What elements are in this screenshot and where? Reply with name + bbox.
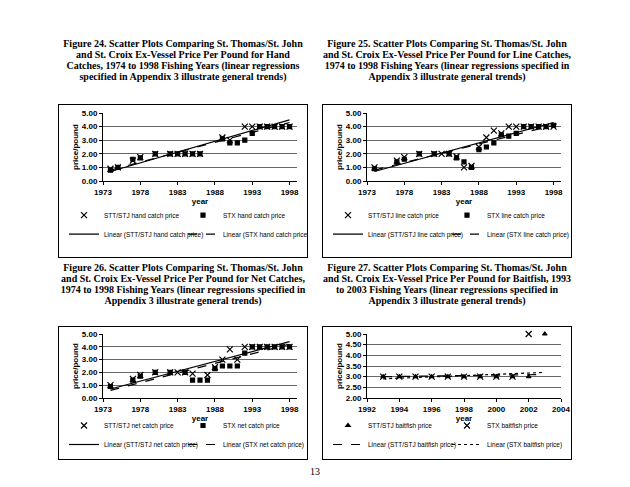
svg-text:1988: 1988 xyxy=(206,405,224,414)
svg-text:STX line catch price: STX line catch price xyxy=(487,212,545,220)
svg-text:2.00: 2.00 xyxy=(346,150,362,159)
svg-text:2000: 2000 xyxy=(487,405,505,414)
svg-text:1993: 1993 xyxy=(243,405,261,414)
svg-text:1.00: 1.00 xyxy=(346,163,362,172)
svg-text:STT/STJ line catch price: STT/STJ line catch price xyxy=(368,212,439,220)
svg-text:4.00: 4.00 xyxy=(82,343,98,352)
svg-text:5.00: 5.00 xyxy=(82,109,98,118)
svg-text:2.50: 2.50 xyxy=(346,383,362,392)
svg-text:1.00: 1.00 xyxy=(82,163,98,172)
svg-text:1973: 1973 xyxy=(358,188,376,197)
svg-text:1978: 1978 xyxy=(131,405,149,414)
svg-text:1996: 1996 xyxy=(423,405,441,414)
svg-text:STT/STJ baitfish price: STT/STJ baitfish price xyxy=(368,422,432,430)
svg-text:STX net catch price: STX net catch price xyxy=(223,422,280,430)
svg-text:STX hand catch price: STX hand catch price xyxy=(223,212,286,220)
svg-text:Linear (STX hand catch price): Linear (STX hand catch price) xyxy=(223,231,307,239)
svg-text:Linear (STT/STJ net catch pric: Linear (STT/STJ net catch price) xyxy=(104,441,198,449)
svg-text:2.00: 2.00 xyxy=(82,150,98,159)
svg-text:1994: 1994 xyxy=(390,405,408,414)
svg-text:1978: 1978 xyxy=(395,188,413,197)
svg-text:STX baitfish price: STX baitfish price xyxy=(487,422,538,430)
svg-text:year: year xyxy=(192,197,208,206)
html-text:Figure 27. Scatter Plots Compa: Figure 27. Scatter Plots Comparing St. T… xyxy=(322,262,572,306)
svg-text:1973: 1973 xyxy=(94,405,112,414)
svg-text:price/pound: price/pound xyxy=(335,343,344,389)
svg-text:Linear (STX baitfish price): Linear (STX baitfish price) xyxy=(487,441,562,449)
svg-text:2.00: 2.00 xyxy=(346,394,362,403)
svg-text:1998: 1998 xyxy=(455,405,473,414)
svg-text:1993: 1993 xyxy=(507,188,525,197)
svg-text:1988: 1988 xyxy=(206,188,224,197)
svg-text:price/pound: price/pound xyxy=(335,124,344,170)
svg-text:1998: 1998 xyxy=(281,188,299,197)
svg-text:4.00: 4.00 xyxy=(82,122,98,131)
svg-text:4.00: 4.00 xyxy=(346,122,362,131)
svg-text:1998: 1998 xyxy=(281,405,299,414)
svg-text:1992: 1992 xyxy=(358,405,376,414)
svg-text:1983: 1983 xyxy=(433,188,451,197)
svg-text:1.00: 1.00 xyxy=(82,381,98,390)
svg-text:STT/STJ hand catch price: STT/STJ hand catch price xyxy=(104,212,180,220)
svg-text:Linear (STT/STJ line catch pri: Linear (STT/STJ line catch price) xyxy=(368,231,463,239)
svg-text:2.00: 2.00 xyxy=(82,368,98,377)
html-text:Figure 24. Scatter Plots Compa: Figure 24. Scatter Plots Comparing St. T… xyxy=(63,38,303,82)
svg-text:0.00: 0.00 xyxy=(346,177,362,186)
svg-text:2002: 2002 xyxy=(520,405,538,414)
svg-text:1988: 1988 xyxy=(470,188,488,197)
svg-text:year: year xyxy=(456,197,472,206)
svg-text:3.00: 3.00 xyxy=(346,136,362,145)
svg-text:3.50: 3.50 xyxy=(346,362,362,371)
svg-text:year: year xyxy=(456,414,472,423)
svg-text:2004: 2004 xyxy=(552,405,570,414)
svg-text:price/pound: price/pound xyxy=(71,124,80,170)
svg-text:3.00: 3.00 xyxy=(346,372,362,381)
svg-text:Linear (STT/STJ baitfish price: Linear (STT/STJ baitfish price) xyxy=(368,441,456,449)
svg-text:Linear (STX line catch price): Linear (STX line catch price) xyxy=(487,231,569,239)
html-text:13: 13 xyxy=(310,466,320,477)
svg-text:0.00: 0.00 xyxy=(82,177,98,186)
svg-text:1973: 1973 xyxy=(94,188,112,197)
svg-text:1983: 1983 xyxy=(169,188,187,197)
svg-text:year: year xyxy=(192,414,208,423)
svg-text:5.00: 5.00 xyxy=(82,330,98,339)
html-text:Figure 25. Scatter Plots Compa: Figure 25. Scatter Plots Comparing St. T… xyxy=(322,38,572,82)
svg-text:5.00: 5.00 xyxy=(346,109,362,118)
svg-text:Linear (STT/STJ hand catch pri: Linear (STT/STJ hand catch price) xyxy=(104,230,204,238)
svg-text:4.00: 4.00 xyxy=(346,351,362,360)
svg-text:1998: 1998 xyxy=(545,188,563,197)
svg-text:3.00: 3.00 xyxy=(82,355,98,364)
svg-text:0.00: 0.00 xyxy=(82,394,98,403)
svg-text:1993: 1993 xyxy=(243,188,261,197)
svg-text:1978: 1978 xyxy=(131,188,149,197)
svg-text:3.00: 3.00 xyxy=(82,136,98,145)
html-text:Figure 26. Scatter Plots Compa: Figure 26. Scatter Plots Comparing St. T… xyxy=(60,262,306,306)
svg-text:4.50: 4.50 xyxy=(346,340,362,349)
svg-text:1983: 1983 xyxy=(169,405,187,414)
svg-text:STT/STJ net catch price: STT/STJ net catch price xyxy=(104,422,174,430)
svg-text:price/pound: price/pound xyxy=(71,343,80,389)
svg-text:5.00: 5.00 xyxy=(346,330,362,339)
svg-text:Linear (STX net catch price): Linear (STX net catch price) xyxy=(223,441,304,449)
